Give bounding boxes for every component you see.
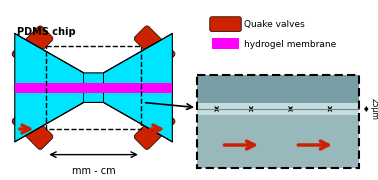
Text: 25μm: 25μm — [369, 98, 378, 120]
Polygon shape — [15, 33, 84, 142]
Bar — [84, 73, 104, 102]
Bar — [197, 114, 359, 168]
FancyBboxPatch shape — [134, 26, 175, 67]
Text: PDMS chip: PDMS chip — [17, 27, 75, 37]
FancyBboxPatch shape — [12, 26, 53, 67]
Text: mm - cm: mm - cm — [72, 166, 115, 176]
Bar — [197, 75, 359, 168]
Bar — [197, 103, 359, 115]
FancyBboxPatch shape — [210, 17, 241, 31]
Polygon shape — [104, 33, 172, 142]
Bar — [46, 46, 141, 129]
Bar — [212, 38, 239, 49]
FancyBboxPatch shape — [134, 109, 175, 150]
Text: hydrogel membrane: hydrogel membrane — [244, 40, 336, 49]
Bar — [197, 75, 359, 114]
Text: Quake valves: Quake valves — [244, 20, 305, 29]
FancyBboxPatch shape — [12, 109, 53, 150]
Bar — [15, 83, 172, 93]
